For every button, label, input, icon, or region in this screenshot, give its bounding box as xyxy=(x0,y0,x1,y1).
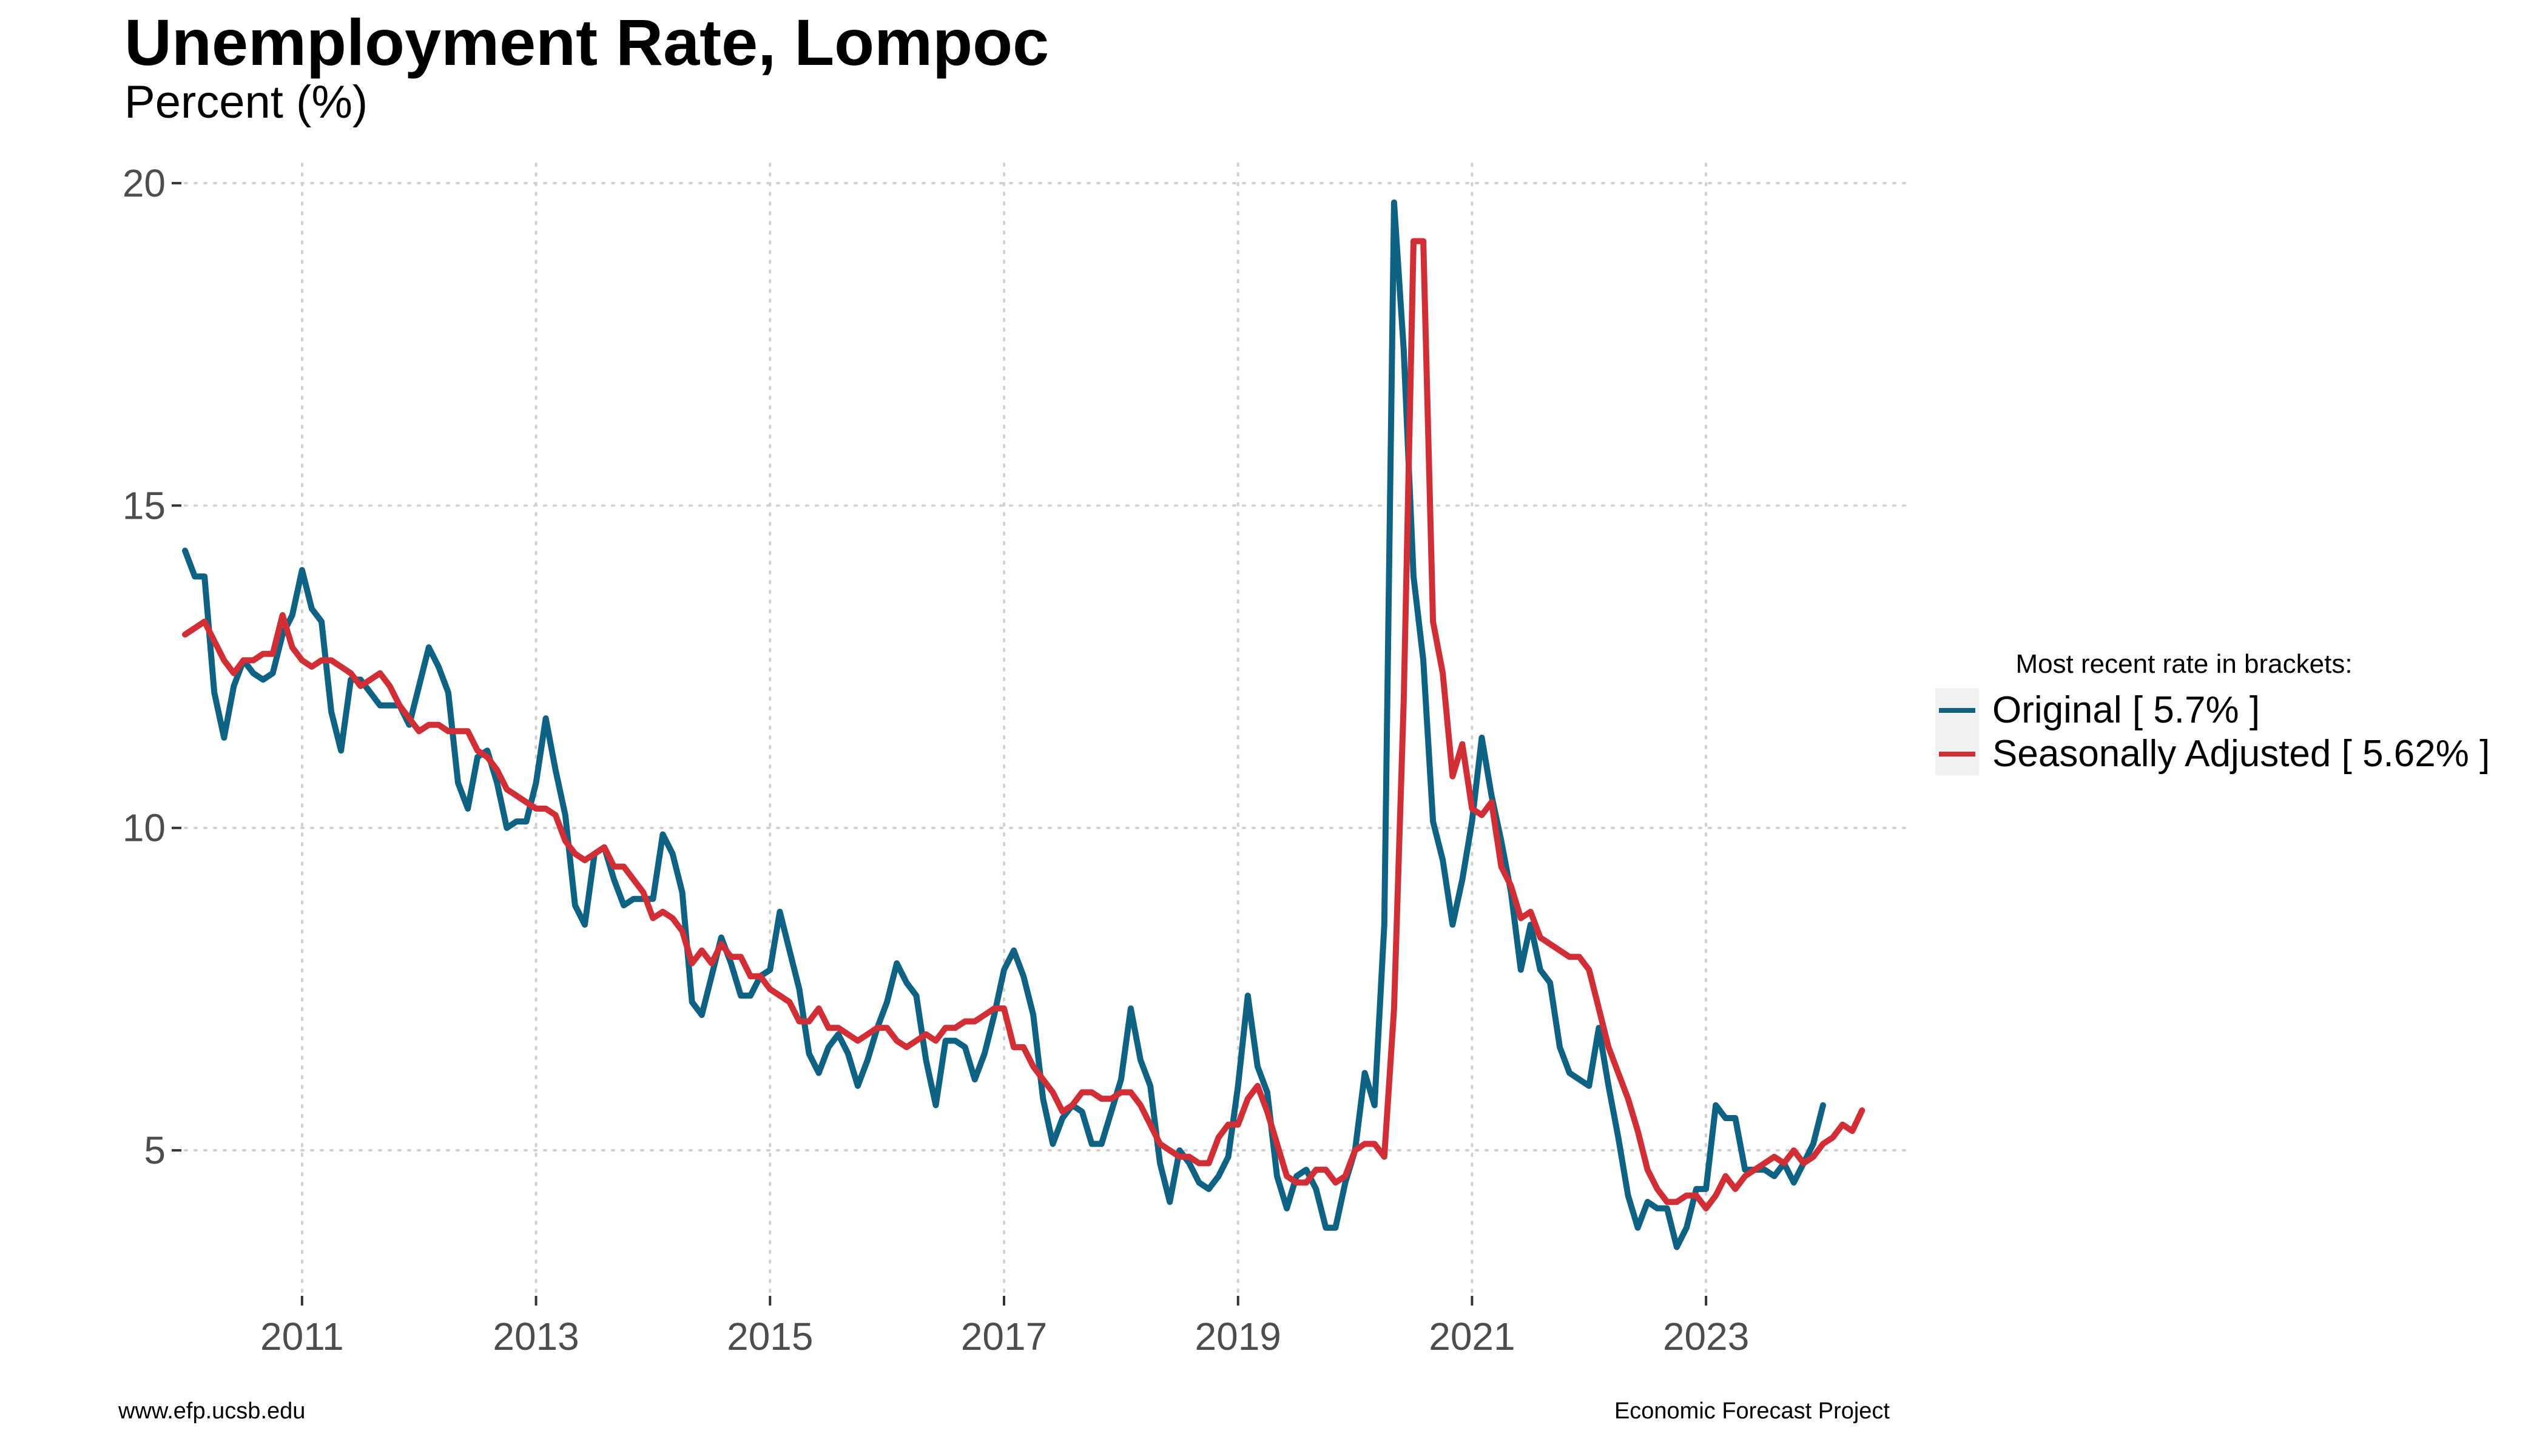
legend-title: Most recent rate in brackets: xyxy=(2015,649,2353,679)
chart-title: Unemployment Rate, Lompoc xyxy=(124,5,1050,79)
y-tick-label: 10 xyxy=(123,806,166,850)
legend-item-seasonally-adjusted: Seasonally Adjusted [ 5.62% ] xyxy=(1935,732,2542,775)
x-tick-label: 2023 xyxy=(1663,1315,1749,1358)
legend-swatch-seasonally-adjusted xyxy=(1939,752,1975,757)
legend-label-original: Original [ 5.7% ] xyxy=(1992,689,2260,731)
y-tick-label: 5 xyxy=(144,1128,166,1172)
legend-key-original xyxy=(1935,688,1979,732)
legend-label-seasonally-adjusted: Seasonally Adjusted [ 5.62% ] xyxy=(1992,732,2490,775)
legend: Most recent rate in brackets: Original [… xyxy=(1935,649,2542,775)
y-tick-label: 20 xyxy=(123,161,166,205)
y-tick-label: 15 xyxy=(123,484,166,527)
x-tick-label: 2013 xyxy=(493,1315,579,1358)
x-tick-label: 2021 xyxy=(1429,1315,1515,1358)
x-tick-label: 2011 xyxy=(260,1315,344,1358)
series-line-seasonally-adjusted xyxy=(182,238,1866,1212)
legend-swatch-original xyxy=(1939,708,1975,713)
footer-credit: Economic Forecast Project xyxy=(1614,1398,1890,1424)
chart-subtitle: Percent (%) xyxy=(124,76,368,128)
series-line-original xyxy=(182,199,1826,1250)
x-tick-label: 2015 xyxy=(727,1315,813,1358)
x-tick-label: 2017 xyxy=(961,1315,1047,1358)
legend-item-original: Original [ 5.7% ] xyxy=(1935,688,2542,732)
footer-source-url: www.efp.ucsb.edu xyxy=(118,1398,306,1424)
x-tick-label: 2019 xyxy=(1195,1315,1281,1358)
legend-key-seasonally-adjusted xyxy=(1935,732,1979,775)
